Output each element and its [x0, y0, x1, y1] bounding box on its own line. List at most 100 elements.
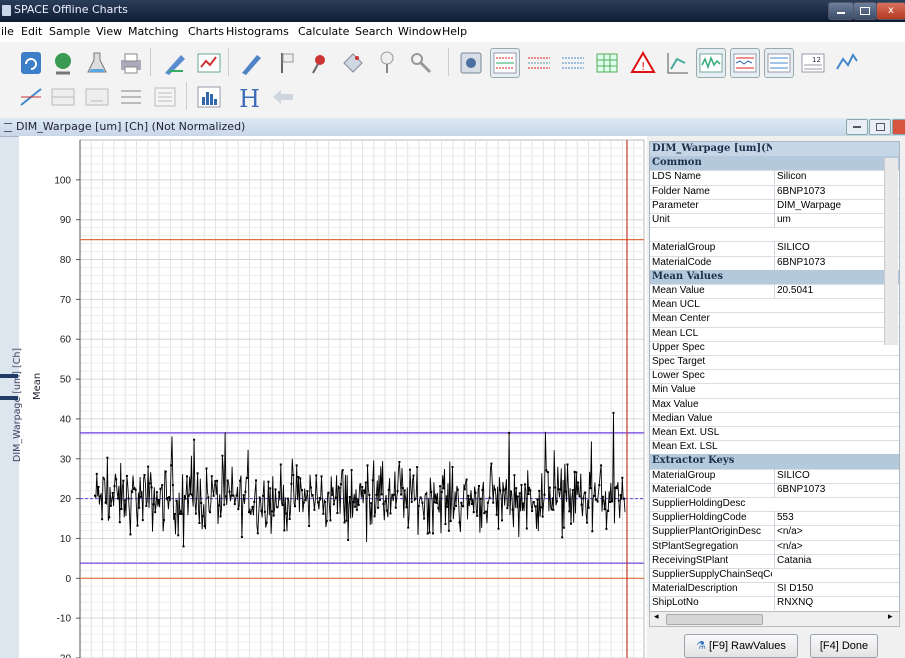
frame-restore-button[interactable]	[869, 119, 891, 135]
frame-minimize-button[interactable]	[846, 119, 868, 135]
data-tool-icon[interactable]	[456, 48, 486, 78]
data-point	[253, 500, 256, 503]
table-row[interactable]: Parameter DIM_Warpage	[650, 198, 899, 214]
table-row[interactable]: Min Value	[650, 383, 899, 399]
menu-sample[interactable]: Sample	[49, 25, 91, 38]
table-row[interactable]: Mean UCL	[650, 298, 899, 314]
list-icon[interactable]	[150, 82, 180, 112]
tag-icon[interactable]	[338, 48, 368, 78]
panel-splitter-handle[interactable]	[0, 374, 18, 400]
check-list-icon[interactable]	[116, 82, 146, 112]
table-row[interactable]	[650, 227, 899, 243]
prop-key: DIM_Warpage [um](Not	[652, 143, 772, 154]
table-row[interactable]: MaterialCode 6BNP1073	[650, 255, 899, 271]
table-row[interactable]: MaterialGroup SILICO	[650, 468, 899, 484]
hline-tool-icon[interactable]	[48, 82, 78, 112]
control-chart-blue-icon[interactable]	[558, 48, 588, 78]
waveform-icon[interactable]	[696, 48, 726, 78]
refresh-icon[interactable]	[16, 48, 46, 78]
table-row[interactable]: StPlantSegregation <n/a>	[650, 539, 899, 555]
menu-matching[interactable]: Matching	[128, 25, 179, 38]
table-row[interactable]: Mean Value 20.5041	[650, 284, 899, 300]
trend-icon[interactable]	[832, 48, 862, 78]
minimize-button[interactable]	[828, 2, 854, 20]
properties-title[interactable]: DIM_Warpage [um](Not	[650, 142, 899, 158]
menu-calculate[interactable]: Calculate	[298, 25, 350, 38]
printer-icon[interactable]	[116, 48, 146, 78]
table-row[interactable]: Median Value	[650, 412, 899, 427]
table-row[interactable]: ReceivingStPlant Catania	[650, 553, 899, 569]
control-chart-red-icon[interactable]	[490, 48, 520, 78]
control-chart-dashed-icon[interactable]	[524, 48, 554, 78]
table-row[interactable]: MaterialDescription SI D150	[650, 582, 899, 598]
section-header[interactable]: Common	[650, 156, 899, 172]
section-header[interactable]: Mean Values	[650, 269, 899, 285]
range-tool-icon[interactable]	[82, 82, 112, 112]
table-row[interactable]: Lower Spec	[650, 369, 899, 385]
globe-icon[interactable]	[48, 48, 78, 78]
table-row[interactable]: SupplierPlantOriginDesc <n/a>	[650, 525, 899, 541]
data-point	[132, 487, 135, 490]
warning-icon[interactable]: !	[628, 48, 658, 78]
scroll-right-icon[interactable]: ▸	[888, 612, 893, 622]
pencil-icon[interactable]	[236, 48, 266, 78]
table-row[interactable]: Folder Name 6BNP1073	[650, 184, 899, 200]
table-row[interactable]: ShipLotNo RNXNQ	[650, 596, 899, 611]
menu-file[interactable]: ile	[1, 25, 14, 38]
prop-value: SI D150	[774, 582, 899, 597]
table-row[interactable]: Upper Spec	[650, 341, 899, 356]
properties-table[interactable]: DIM_Warpage [um](Not Common LDS Name Silico…	[649, 141, 900, 612]
table-row[interactable]: Mean Center	[650, 312, 899, 328]
data-point	[101, 518, 104, 521]
data-point	[554, 486, 557, 489]
table-row[interactable]: LDS Name Silicon	[650, 170, 899, 186]
key-icon[interactable]	[406, 48, 436, 78]
menu-histograms[interactable]: Histograms	[226, 25, 289, 38]
table-row[interactable]: MaterialCode 6BNP1073	[650, 482, 899, 498]
menu-help[interactable]: Help	[442, 25, 468, 38]
table-chart-icon[interactable]	[194, 48, 224, 78]
histogram-icon[interactable]	[194, 82, 224, 112]
control-chart-active-icon[interactable]	[730, 48, 760, 78]
table-row[interactable]: Max Value	[650, 398, 899, 413]
line-tool-icon[interactable]	[16, 82, 46, 112]
flag-icon[interactable]	[270, 48, 300, 78]
section-header[interactable]: Extractor Keys	[650, 454, 899, 470]
flask-icon[interactable]	[82, 48, 112, 78]
scroll-left-icon[interactable]: ◂	[654, 612, 659, 622]
table-row[interactable]: SupplierHoldingDesc	[650, 497, 899, 513]
data-point	[198, 522, 201, 524]
table-row[interactable]: Unit um	[650, 213, 899, 229]
back-arrow-icon[interactable]	[268, 82, 298, 112]
pin-icon[interactable]	[304, 48, 334, 78]
h-icon[interactable]: H	[234, 82, 264, 113]
table-row[interactable]: MaterialGroup SILICO	[650, 241, 899, 257]
maximize-button[interactable]	[853, 2, 877, 20]
table-row[interactable]: Mean Ext. LSL	[650, 440, 899, 456]
table-row[interactable]: Spec Target	[650, 355, 899, 371]
prop-key: Mean Center	[652, 313, 710, 325]
table-row[interactable]: SupplierSupplyChainSeqCode	[650, 568, 899, 584]
pen-chart-icon[interactable]	[160, 48, 190, 78]
table-12-icon[interactable]: 12	[798, 48, 828, 78]
table-row[interactable]: Mean Ext. USL	[650, 426, 899, 442]
properties-vscroll[interactable]	[884, 158, 898, 345]
grid-green-icon[interactable]	[592, 48, 622, 78]
table-row[interactable]: Mean LCL	[650, 327, 899, 342]
scatter-icon[interactable]	[662, 48, 692, 78]
frame-close-button[interactable]	[892, 119, 905, 135]
table-row[interactable]: SupplierHoldingCode 553	[650, 511, 899, 527]
scroll-thumb[interactable]	[666, 614, 763, 625]
menu-view[interactable]: View	[96, 25, 123, 38]
menu-search[interactable]: Search	[355, 25, 393, 38]
menu-window[interactable]: Window	[398, 25, 442, 38]
menu-edit[interactable]: Edit	[21, 25, 43, 38]
menu-charts[interactable]: Charts	[188, 25, 224, 38]
control-chart-lines-icon[interactable]	[764, 48, 794, 78]
properties-hscroll[interactable]: ◂ ▸	[649, 611, 900, 627]
location-pin-icon[interactable]	[372, 48, 402, 78]
close-button[interactable]: x	[876, 2, 905, 20]
done-button[interactable]: [F4] Done	[810, 634, 878, 658]
raw-values-button[interactable]: ⚗ [F9] RawValues	[684, 634, 798, 658]
